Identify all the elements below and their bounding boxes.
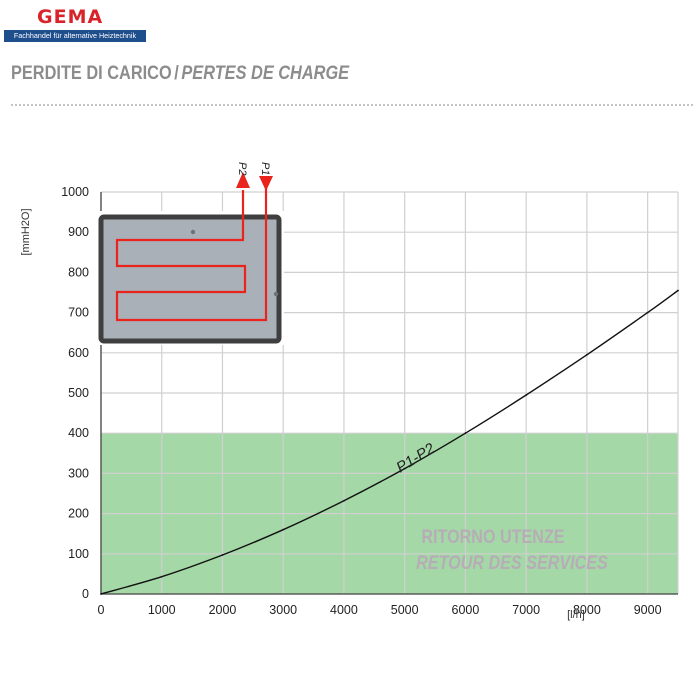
zone-label-italian: RITORNO UTENZE [421, 526, 564, 548]
outlet-arrow-icon [236, 172, 250, 188]
inset-screw [190, 229, 196, 235]
x-tick-label-1000: 1000 [148, 603, 176, 617]
title-divider [11, 104, 693, 106]
zone-label-french: RETOUR DES SERVICES [416, 552, 608, 574]
x-tick-label-8000: 8000 [573, 603, 601, 617]
brand-name: GEMA [37, 6, 104, 28]
port-label-p2: P2 [236, 162, 248, 175]
brand-tagline: Fachhandel für alternative Heiztechnik [4, 30, 146, 42]
series-point-0-5 [403, 467, 406, 470]
series-point-0-10 [677, 289, 679, 292]
y-axis-label: [mmH2O] [20, 208, 32, 255]
x-tick-label-7000: 7000 [512, 603, 540, 617]
inset-screw [273, 291, 279, 297]
series-point-0-1 [160, 575, 163, 578]
x-tick-label-6000: 6000 [452, 603, 480, 617]
x-tick-label-9000: 9000 [634, 603, 662, 617]
series-point-0-2 [221, 554, 224, 556]
x-tick-label-2000: 2000 [209, 603, 237, 617]
x-tick-label-4000: 4000 [330, 603, 358, 617]
y-tick-label-100: 100 [68, 547, 89, 561]
inlet-arrow-icon [259, 176, 273, 191]
port-label-p1: P1 [259, 162, 271, 175]
y-tick-label-600: 600 [68, 346, 89, 360]
y-tick-label-700: 700 [68, 306, 89, 320]
series-point-0-8 [585, 353, 588, 356]
y-tick-label-300: 300 [68, 466, 89, 480]
series-point-0-0 [100, 593, 102, 595]
y-tick-label-400: 400 [68, 426, 89, 440]
x-axis-label: [l/h] [567, 609, 585, 621]
inset-body [98, 214, 282, 344]
series-point-0-6 [464, 432, 467, 435]
y-tick-label-1000: 1000 [61, 185, 89, 199]
title-french: PERTES DE CHARGE [181, 63, 350, 84]
page-title: PERDITE DI CARICO / PERTES DE CHARGE [11, 63, 349, 85]
inset-pipe [115, 190, 268, 322]
y-tick-label-500: 500 [68, 386, 89, 400]
y-tick-label-0: 0 [82, 587, 89, 601]
brand-logo: GEMA Fachhandel für alternative Heiztech… [4, 6, 146, 42]
x-tick-label-0: 0 [98, 603, 105, 617]
series-point-0-4 [343, 499, 345, 502]
series-point-0-3 [282, 528, 285, 531]
series-point-0-9 [646, 311, 649, 314]
y-tick-label-900: 900 [68, 225, 89, 239]
title-italian: PERDITE DI CARICO [11, 63, 172, 84]
y-tick-label-200: 200 [68, 507, 89, 521]
x-tick-label-3000: 3000 [269, 603, 297, 617]
series-point-0-7 [525, 394, 528, 396]
title-separator: / [174, 63, 179, 84]
y-tick-label-800: 800 [68, 265, 89, 279]
x-tick-label-5000: 5000 [391, 603, 419, 617]
